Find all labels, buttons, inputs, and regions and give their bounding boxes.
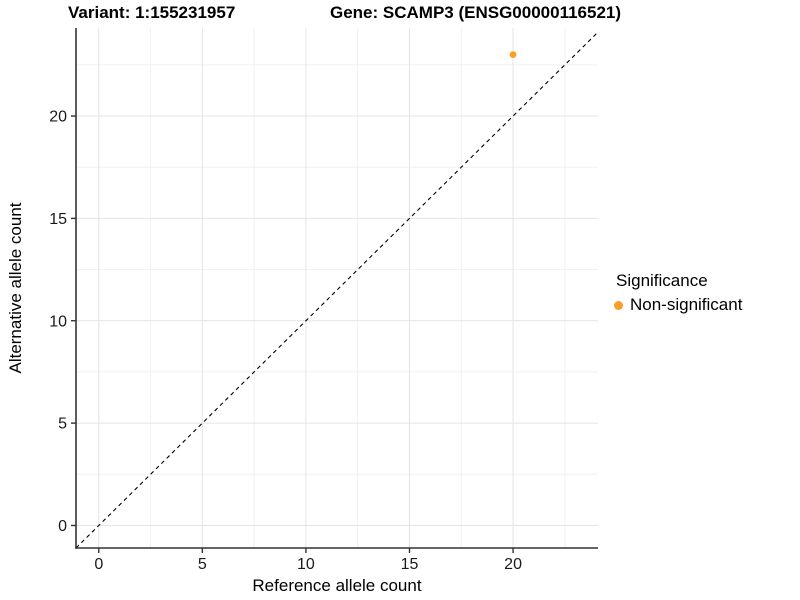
x-tick-label: 5: [198, 556, 207, 573]
x-tick-label: 10: [297, 556, 315, 573]
y-axis-label: Alternative allele count: [6, 202, 25, 374]
x-tick-label: 15: [401, 556, 419, 573]
data-point: [509, 51, 517, 59]
y-tick-label: 0: [58, 518, 67, 535]
y-tick-label: 10: [49, 313, 67, 330]
plot-title-variant: Variant: 1:155231957: [68, 3, 236, 22]
x-tick-label: 0: [94, 556, 103, 573]
legend-entry: Non-significant: [614, 295, 742, 315]
legend-entry-label: Non-significant: [630, 295, 743, 314]
legend-entries: Non-significant: [614, 295, 742, 315]
y-tick-label: 15: [49, 211, 67, 228]
plot-title-gene: Gene: SCAMP3 (ENSG00000116521): [330, 3, 622, 22]
legend-point-icon: [614, 300, 623, 310]
x-tick-label: 20: [504, 556, 522, 573]
x-axis-label: Reference allele count: [252, 576, 422, 595]
y-tick-label: 5: [58, 416, 67, 433]
legend-title: Significance: [616, 271, 708, 290]
legend: Significance Non-significant: [614, 271, 742, 315]
identity-reference-line: [75, 31, 599, 549]
y-tick-label: 20: [49, 109, 67, 126]
